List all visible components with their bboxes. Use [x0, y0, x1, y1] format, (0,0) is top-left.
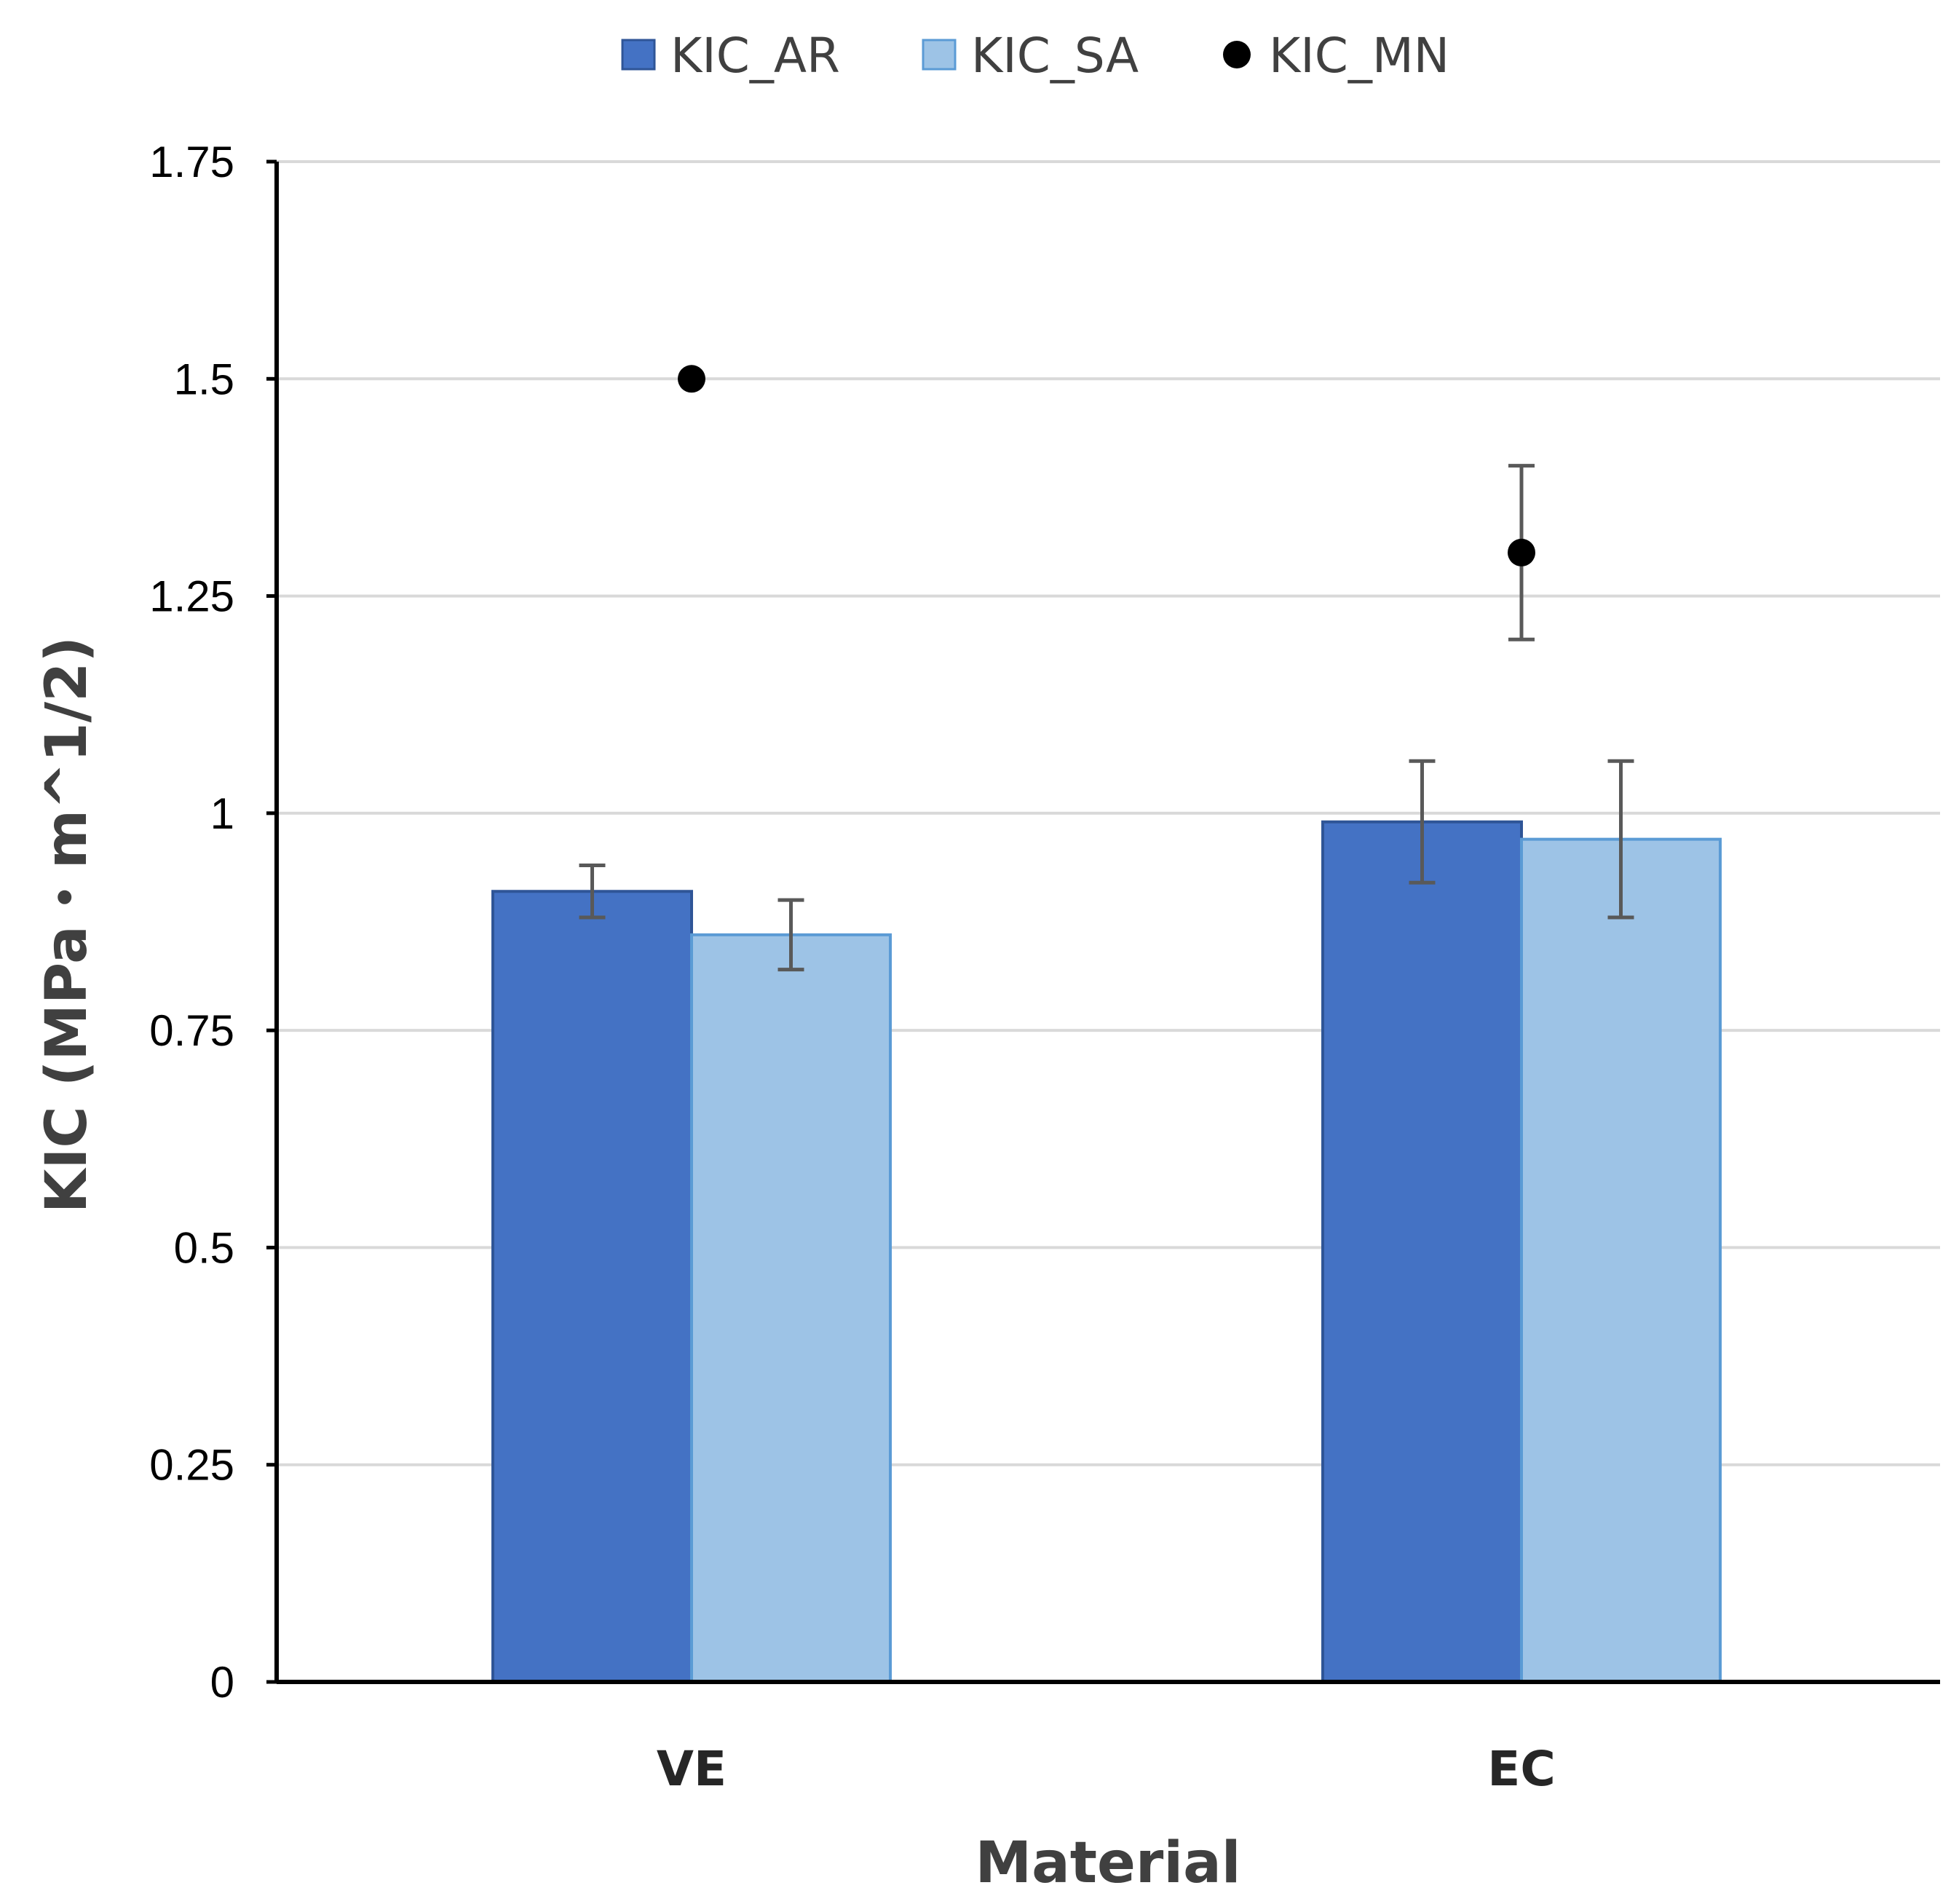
x-category-label: VE [657, 1741, 727, 1797]
legend-label: KIC_SA [971, 28, 1139, 84]
legend-label: KIC_AR [670, 28, 840, 84]
y-tick-label: 0 [210, 1658, 234, 1707]
point-kic-mn-ve [678, 365, 705, 393]
y-tick-label: 1.25 [149, 572, 234, 621]
y-axis-title: KIC (MPa・m^1/2) [34, 636, 100, 1213]
y-tick-label: 1.5 [174, 355, 234, 403]
x-category-label: EC [1487, 1741, 1556, 1797]
axes [274, 162, 1940, 1684]
error-bars [579, 464, 1634, 972]
y-tick-label: 0.25 [149, 1441, 234, 1490]
legend-swatch-kic-sa [922, 39, 957, 71]
y-tick-label: 1 [210, 789, 234, 838]
bar-kic-ar-ec [1321, 820, 1523, 1683]
point-kic-mn-ec [1508, 538, 1535, 566]
points [678, 365, 1535, 566]
bar-kic-sa-ec [1520, 837, 1722, 1683]
y-tick-label: 0.75 [149, 1006, 234, 1055]
legend-swatch-kic-ar [621, 39, 656, 71]
x-category-labels: VE EC [657, 1741, 1556, 1797]
legend-marker-kic-mn [1223, 41, 1251, 68]
y-tick-label: 1.75 [149, 138, 234, 186]
bar-kic-sa-ve [690, 933, 892, 1683]
legend-label: KIC_MN [1269, 28, 1449, 84]
x-axis-title: Material [975, 1830, 1240, 1896]
y-tick-label: 0.5 [174, 1223, 234, 1272]
bars [491, 820, 1722, 1683]
legend: KIC_AR KIC_SA KIC_MN [621, 28, 1449, 84]
bar-kic-ar-ve [491, 890, 693, 1683]
y-tick-labels: 0 0.25 0.5 0.75 1 1.25 1.5 1.75 [149, 138, 234, 1707]
